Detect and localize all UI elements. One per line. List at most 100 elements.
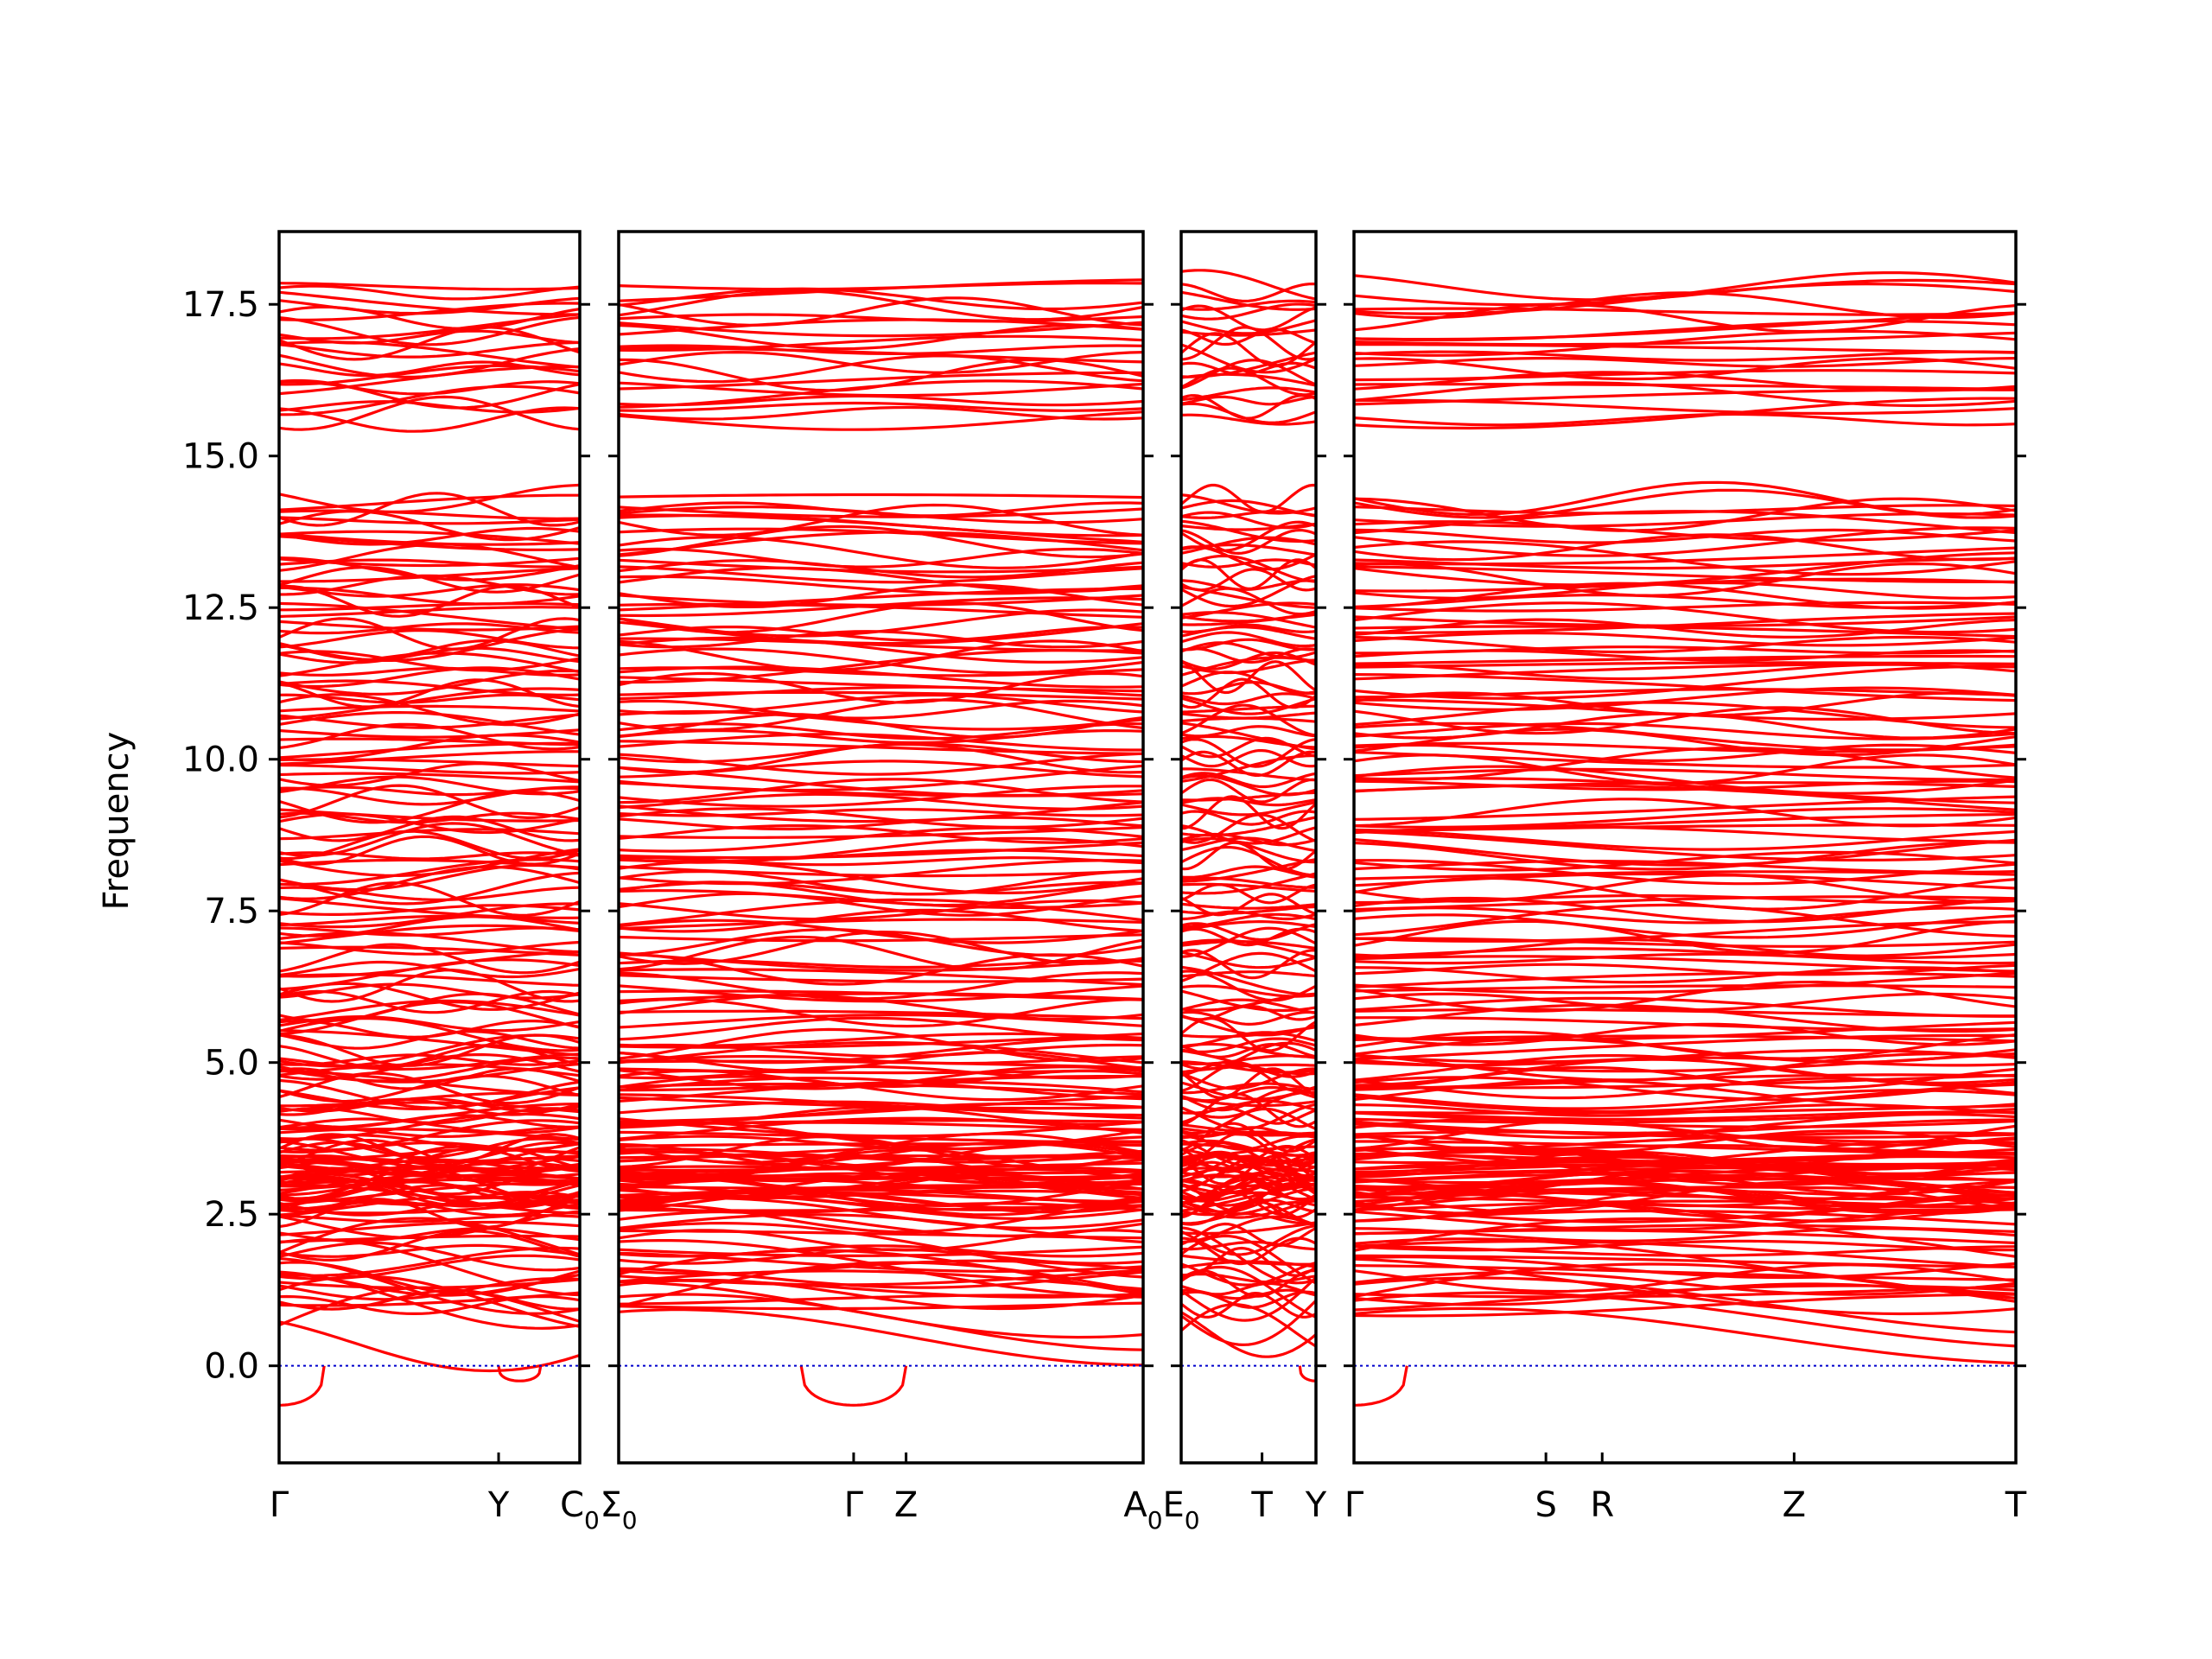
band-line bbox=[1354, 992, 2016, 1012]
band-line bbox=[1354, 1239, 2016, 1252]
band-line bbox=[1181, 865, 1316, 879]
band-line bbox=[619, 1116, 1143, 1141]
band-line bbox=[619, 1165, 1143, 1175]
band-line bbox=[619, 1229, 1143, 1240]
band-line bbox=[279, 601, 580, 631]
band-line bbox=[619, 1294, 1143, 1306]
band-line bbox=[619, 1135, 1143, 1169]
band-line bbox=[279, 943, 580, 975]
band-line bbox=[1181, 813, 1316, 844]
band-line bbox=[1354, 480, 2016, 517]
band-line bbox=[1181, 816, 1316, 837]
band-line bbox=[1181, 1172, 1316, 1189]
band-line bbox=[279, 526, 580, 546]
band-line bbox=[279, 583, 580, 598]
band-line bbox=[1354, 331, 2016, 346]
band-line bbox=[279, 360, 580, 378]
band-line bbox=[1354, 381, 2016, 408]
band-line bbox=[1181, 872, 1316, 895]
band-line bbox=[279, 395, 580, 431]
band-line bbox=[1181, 641, 1316, 659]
band-line bbox=[619, 527, 1143, 545]
band-line bbox=[279, 1271, 580, 1330]
band-line bbox=[1354, 1110, 2016, 1121]
band-line bbox=[1354, 1240, 2016, 1268]
band-line bbox=[1181, 587, 1316, 616]
band-line bbox=[1181, 304, 1316, 332]
band-line bbox=[279, 1128, 580, 1141]
band-line bbox=[1354, 798, 2016, 828]
band-line bbox=[1181, 795, 1316, 830]
band-line bbox=[1181, 841, 1316, 871]
band-line bbox=[1181, 1138, 1316, 1167]
band-line bbox=[279, 1257, 580, 1315]
band-line bbox=[619, 1244, 1143, 1258]
band-line bbox=[1181, 703, 1316, 737]
band-line bbox=[619, 558, 1143, 574]
band-line bbox=[1181, 671, 1316, 695]
band-line bbox=[1354, 520, 2016, 542]
band-line bbox=[1354, 686, 2016, 711]
band-line bbox=[619, 1095, 1143, 1123]
band-line bbox=[1354, 357, 2016, 368]
band-line bbox=[1354, 779, 2016, 791]
band-line bbox=[619, 1191, 1143, 1214]
band-line bbox=[1354, 1291, 2016, 1348]
band-line bbox=[1181, 611, 1316, 629]
band-line bbox=[1354, 504, 2016, 515]
imaginary-branch bbox=[497, 1365, 543, 1382]
band-line bbox=[279, 347, 580, 379]
band-line bbox=[1181, 1010, 1316, 1027]
band-line bbox=[1181, 1303, 1316, 1348]
band-line bbox=[619, 1077, 1143, 1101]
band-line bbox=[279, 1014, 580, 1033]
band-line bbox=[619, 1083, 1143, 1096]
band-line bbox=[1181, 774, 1316, 797]
band-line bbox=[1181, 1276, 1316, 1322]
band-line bbox=[619, 601, 1143, 634]
band-line bbox=[619, 401, 1143, 412]
band-line bbox=[619, 354, 1143, 384]
band-line bbox=[619, 1009, 1143, 1020]
band-line bbox=[1181, 1198, 1316, 1213]
band-line bbox=[279, 602, 580, 612]
band-line bbox=[1181, 749, 1316, 768]
band-line bbox=[1354, 850, 2016, 872]
band-line bbox=[1354, 631, 2016, 647]
band-line bbox=[279, 650, 580, 672]
band-line bbox=[279, 763, 580, 775]
band-line bbox=[1181, 778, 1316, 804]
band-line bbox=[1181, 1127, 1316, 1137]
band-line bbox=[279, 828, 580, 841]
band-line bbox=[1354, 551, 2016, 587]
band-line bbox=[279, 666, 580, 689]
band-line bbox=[279, 687, 580, 721]
band-line bbox=[279, 1056, 580, 1083]
band-line bbox=[1181, 1082, 1316, 1095]
band-line bbox=[1181, 692, 1316, 706]
band-line bbox=[1181, 725, 1316, 738]
band-line bbox=[619, 807, 1143, 829]
band-line bbox=[279, 509, 580, 520]
band-line bbox=[619, 639, 1143, 671]
band-line bbox=[619, 699, 1143, 720]
band-line bbox=[1181, 902, 1316, 910]
band-line bbox=[619, 1261, 1143, 1308]
band-line bbox=[619, 740, 1143, 755]
band-line bbox=[279, 1052, 580, 1071]
band-line bbox=[619, 350, 1143, 374]
band-line bbox=[1354, 765, 2016, 795]
band-line bbox=[279, 871, 580, 906]
band-line bbox=[279, 492, 580, 527]
y-tick-label: 17.5 bbox=[182, 285, 259, 325]
band-line bbox=[1354, 615, 2016, 627]
x-tick-label: T bbox=[2005, 1485, 2027, 1525]
band-line bbox=[279, 1138, 580, 1174]
band-line bbox=[1181, 824, 1316, 845]
band-line bbox=[1354, 1030, 2016, 1060]
band-line bbox=[1181, 1106, 1316, 1125]
band-line bbox=[619, 1204, 1143, 1234]
band-line bbox=[279, 950, 580, 978]
